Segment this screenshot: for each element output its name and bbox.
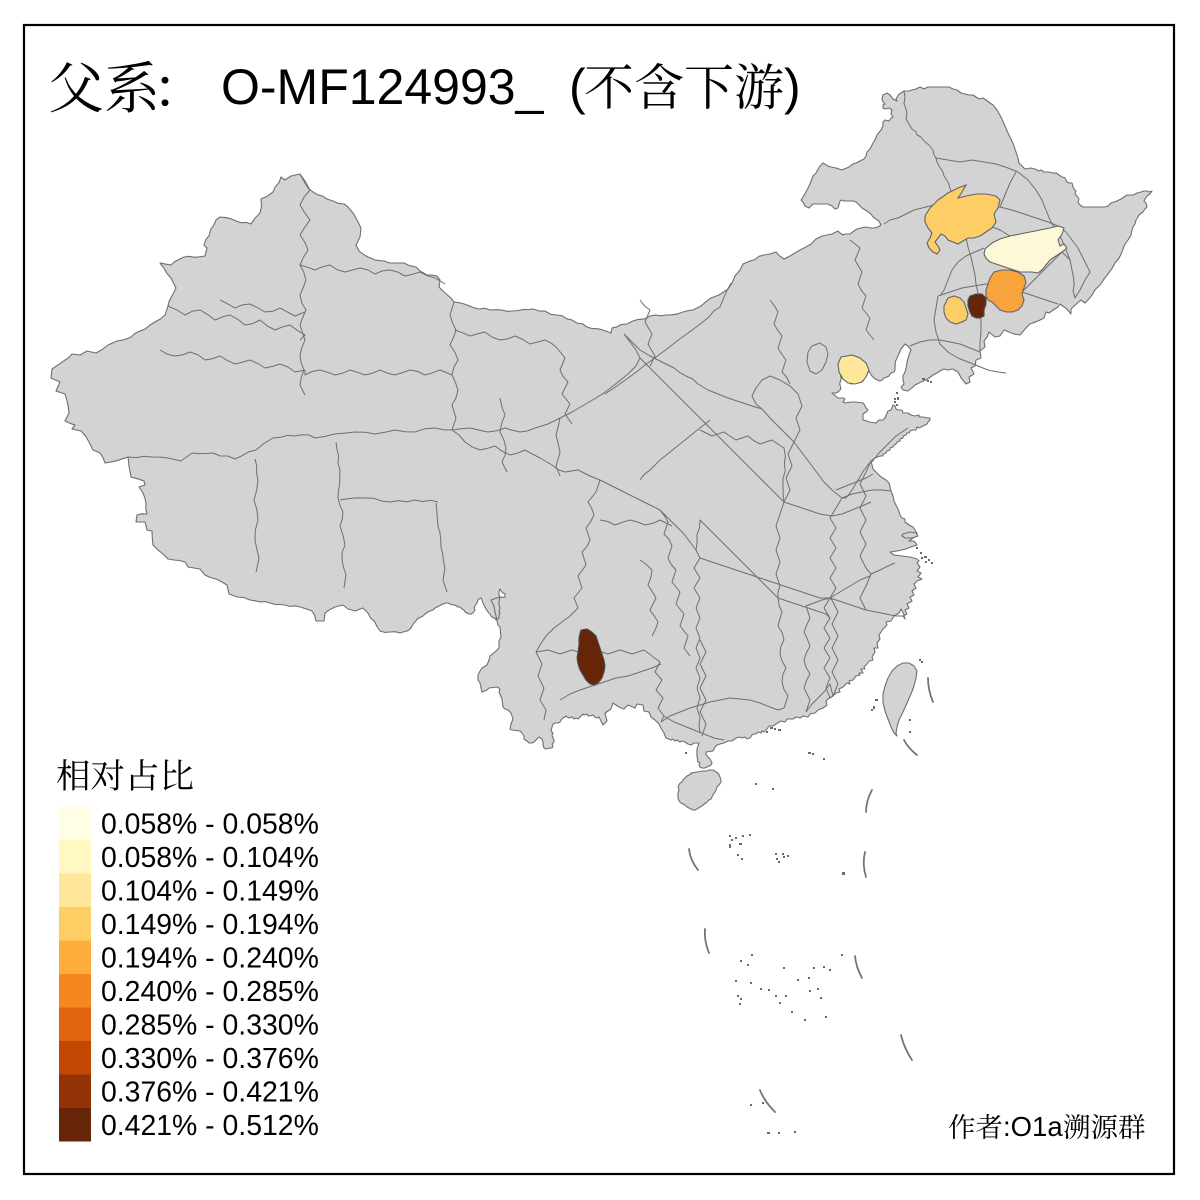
svg-text:0.058% - 0.058%: 0.058% - 0.058%	[101, 809, 319, 841]
svg-text:0.149% - 0.194%: 0.149% - 0.194%	[101, 909, 319, 941]
svg-text:(: (	[569, 59, 586, 115]
svg-text::O1a: :O1a	[1003, 1111, 1063, 1142]
svg-text:0.330% - 0.376%: 0.330% - 0.376%	[101, 1043, 319, 1075]
svg-text:0.421% - 0.512%: 0.421% - 0.512%	[101, 1110, 319, 1142]
svg-text:0.376% - 0.421%: 0.376% - 0.421%	[101, 1077, 319, 1109]
svg-text:0.058% - 0.104%: 0.058% - 0.104%	[101, 842, 319, 874]
svg-text:0.104% - 0.149%: 0.104% - 0.149%	[101, 876, 319, 908]
svg-text:0.194% - 0.240%: 0.194% - 0.240%	[101, 943, 319, 975]
svg-text:0.285% - 0.330%: 0.285% - 0.330%	[101, 1010, 319, 1042]
svg-text:0.240% - 0.285%: 0.240% - 0.285%	[101, 976, 319, 1008]
svg-text:O-MF124993_: O-MF124993_	[221, 59, 545, 115]
svg-text:): )	[784, 59, 801, 115]
